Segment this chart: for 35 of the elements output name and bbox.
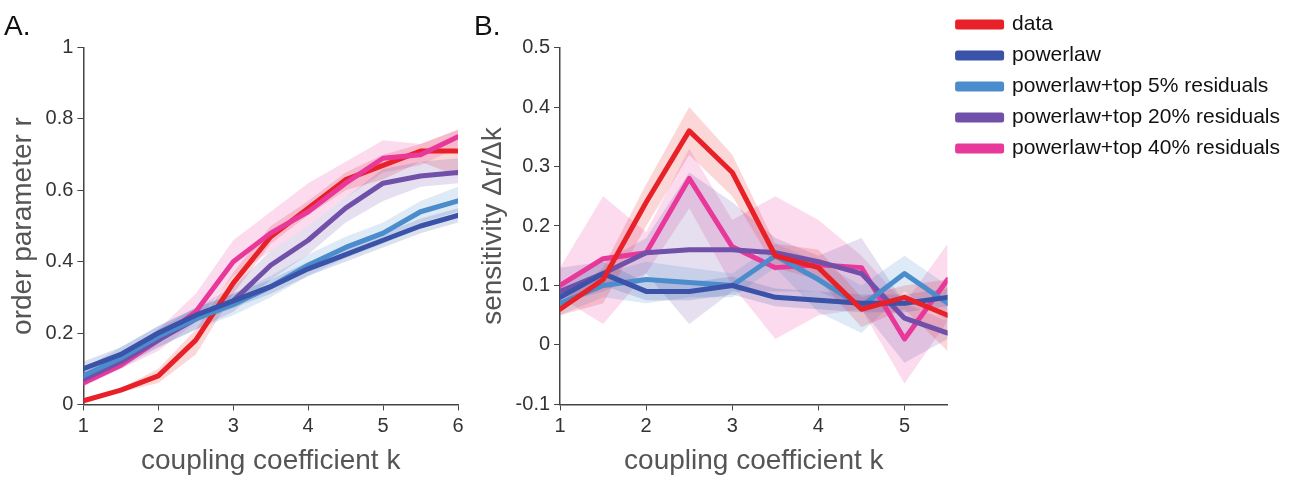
- x-tick-label: 1: [77, 413, 89, 436]
- y-axis-title: sensitivity Δr/Δk: [475, 126, 507, 325]
- y-tick-label: 0.6: [45, 177, 74, 200]
- y-tick-label: 0.4: [45, 249, 74, 272]
- y-tick-label: 1: [62, 35, 74, 58]
- y-tick-label: -0.1: [515, 391, 551, 414]
- x-tick-label: 5: [898, 413, 911, 436]
- x-axis-title: coupling coefficient k: [140, 443, 402, 475]
- y-tick-label: 0: [538, 332, 551, 355]
- legend-label: data: [1012, 11, 1054, 35]
- y-tick-label: 0.8: [45, 106, 74, 129]
- y-tick-label: 0.4: [522, 94, 551, 117]
- x-tick-label: 4: [302, 413, 314, 436]
- legend-label: powerlaw: [1012, 42, 1102, 66]
- y-tick-label: 0.5: [522, 35, 551, 58]
- x-tick-label: 5: [377, 413, 389, 436]
- x-tick-label: 2: [152, 413, 164, 436]
- y-tick-label: 0: [62, 391, 74, 414]
- y-tick-label: 0.2: [522, 213, 551, 236]
- y-tick-label: 0.2: [45, 320, 74, 343]
- x-tick-label: 6: [452, 413, 464, 436]
- legend-label: powerlaw+top 5% residuals: [1012, 73, 1269, 97]
- chart-title: A.: [4, 9, 31, 41]
- x-tick-label: 2: [640, 413, 652, 436]
- x-tick-label: 3: [726, 413, 738, 436]
- legend-label: powerlaw+top 40% residuals: [1012, 135, 1280, 159]
- y-tick-label: 0.3: [522, 154, 551, 177]
- y-axis-title: order parameter r: [5, 117, 37, 335]
- chart-title: B.: [474, 9, 501, 41]
- x-tick-label: 1: [554, 413, 566, 436]
- x-tick-label: 3: [227, 413, 239, 436]
- x-axis-title: coupling coefficient k: [624, 443, 885, 475]
- y-tick-label: 0.1: [522, 272, 551, 295]
- x-tick-label: 4: [812, 413, 824, 436]
- legend-label: powerlaw+top 20% residuals: [1012, 104, 1280, 128]
